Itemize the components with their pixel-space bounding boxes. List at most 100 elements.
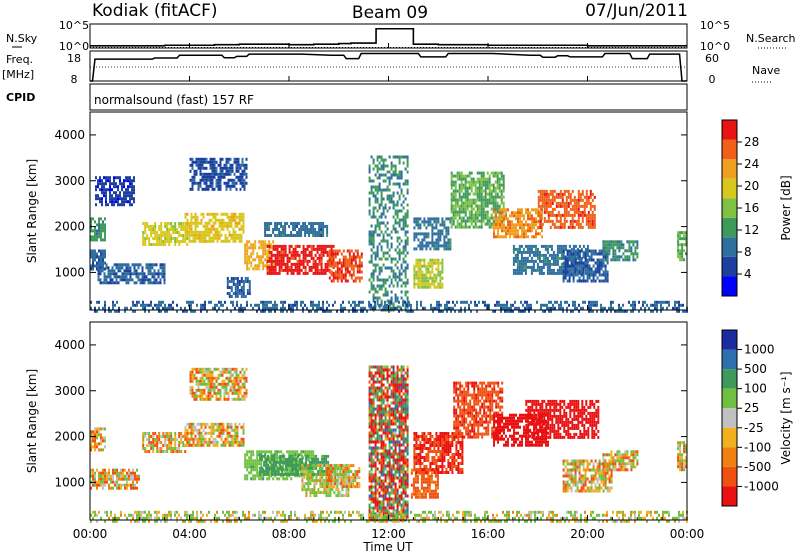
cell-22: [676, 300, 678, 304]
cell-22: [322, 309, 324, 313]
cell-9: [298, 244, 301, 248]
cell-19: [600, 273, 603, 277]
cell-5: [234, 218, 237, 222]
cell-22: [282, 306, 284, 310]
cell-22: [546, 306, 548, 310]
cell-19: [570, 255, 573, 259]
cell-4: [151, 266, 154, 270]
cell-5: [194, 230, 197, 234]
cell-3: [156, 231, 159, 234]
cell-0: [100, 448, 102, 452]
cell-22: [144, 306, 146, 310]
cell-15: [466, 174, 469, 178]
cell-18: [586, 244, 589, 248]
cell-12: [394, 278, 397, 282]
cell-18: [522, 268, 525, 272]
cell-4: [209, 385, 212, 389]
cell-8: [246, 261, 249, 265]
cell-16: [527, 214, 529, 218]
cell-12: [394, 296, 397, 300]
cell-17: [561, 222, 564, 226]
cell-22: [650, 309, 652, 313]
cell-22: [290, 309, 292, 313]
cell-6: [237, 163, 240, 167]
cell-7: [248, 289, 251, 292]
cell-19: [590, 252, 593, 256]
cell-6: [215, 172, 218, 176]
cell-14: [423, 232, 426, 236]
cell-11: [318, 234, 321, 237]
cell-14: [421, 232, 424, 236]
cell-19: [582, 276, 585, 280]
cell-3: [164, 240, 167, 243]
cell-5: [196, 221, 199, 225]
cell-3: [226, 440, 229, 444]
cell-2: [142, 441, 145, 444]
cell-22: [312, 303, 314, 307]
cell-5: [242, 218, 245, 222]
cell-4: [127, 281, 130, 285]
cell-11: [272, 231, 275, 234]
cell-1: [110, 486, 112, 490]
cell-15: [466, 216, 469, 220]
cell-22: [588, 303, 590, 307]
cell-12: [380, 197, 383, 201]
cell-15: [500, 189, 503, 193]
cell-9: [322, 247, 325, 251]
cell-22: [600, 309, 602, 313]
cell-4: [125, 269, 128, 273]
cell-5: [202, 236, 205, 240]
cell-15: [484, 222, 487, 226]
cell-22: [506, 309, 508, 313]
cell-11: [300, 231, 303, 234]
cell-4: [215, 385, 218, 389]
cell-17: [587, 198, 590, 202]
cell-12: [372, 233, 375, 237]
cell-13: [423, 285, 426, 289]
cell-17: [537, 195, 540, 199]
cell-19: [604, 264, 607, 268]
cell-19: [600, 267, 603, 271]
cell-22: [354, 309, 356, 313]
cell-12: [372, 194, 375, 198]
cell-20: [602, 258, 605, 262]
cell-4: [159, 263, 162, 267]
cell-22: [290, 306, 292, 310]
cell-12: [380, 299, 383, 303]
cell-15: [486, 186, 489, 190]
cell-2: [144, 447, 147, 450]
cell-22: [512, 309, 514, 313]
cell-14: [437, 244, 440, 248]
cell-15: [494, 180, 497, 184]
cell-19: [566, 264, 569, 268]
cell-2: [111, 188, 113, 192]
cell-12: [376, 278, 379, 282]
cell-9: [310, 268, 313, 272]
cell-1: [130, 471, 132, 475]
cell-19: [568, 249, 571, 253]
cell-4: [209, 367, 212, 371]
cell-15: [474, 210, 477, 214]
cell-12: [376, 248, 379, 252]
cell-17: [585, 198, 588, 202]
cell-17: [557, 213, 560, 217]
cell-17: [555, 201, 558, 205]
cell-13: [431, 270, 434, 274]
cell-3: [172, 231, 175, 234]
cell-0: [90, 436, 92, 440]
cell-9: [280, 247, 283, 251]
cell-4: [137, 263, 140, 267]
cell-6: [213, 187, 216, 191]
cell-14: [433, 247, 436, 251]
cell-11: [322, 234, 325, 237]
cell-8: [264, 252, 267, 256]
cell-2: [178, 435, 181, 438]
cell-12: [372, 212, 375, 216]
cell-18: [526, 247, 529, 251]
cell-6: [203, 187, 206, 191]
cell-7: [226, 280, 229, 283]
cell-10: [328, 252, 331, 256]
cell-9: [318, 271, 321, 275]
cell-16: [523, 229, 525, 233]
cell-15: [458, 222, 461, 226]
